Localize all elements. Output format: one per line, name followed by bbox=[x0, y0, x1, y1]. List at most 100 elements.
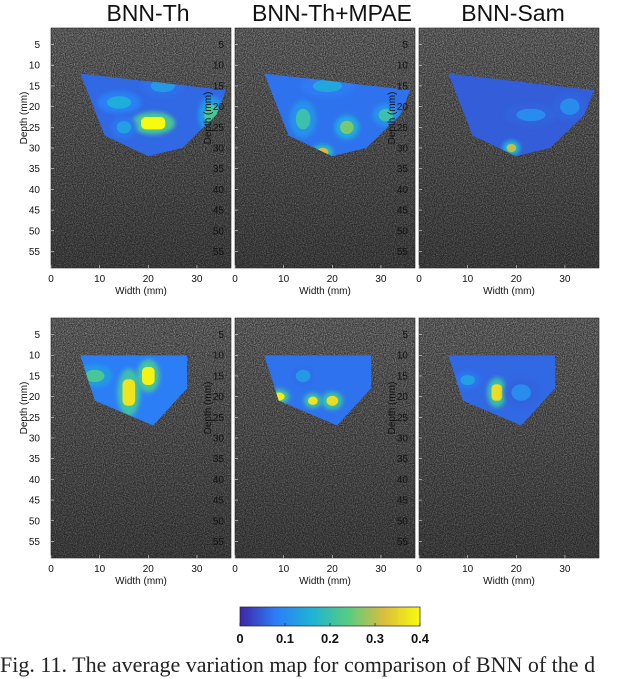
y-tick-label: 35 bbox=[213, 164, 225, 175]
y-tick-label: 55 bbox=[29, 247, 41, 258]
y-tick-label: 35 bbox=[29, 454, 41, 465]
depth-shading bbox=[419, 318, 599, 558]
colorbar: 0 0.1 0.2 0.3 0.4 bbox=[236, 606, 430, 646]
hotspot bbox=[122, 379, 136, 406]
y-axis-label: Depth (mm) bbox=[387, 92, 398, 145]
x-tick-label: 10 bbox=[94, 274, 106, 285]
roi-heat-region bbox=[448, 73, 595, 157]
x-tick-label: 10 bbox=[462, 564, 474, 575]
y-tick-label: 15 bbox=[213, 81, 225, 92]
colorbar-tick-label: 0.2 bbox=[321, 631, 339, 646]
y-tick-label: 5 bbox=[218, 330, 224, 341]
y-tick-label: 55 bbox=[29, 537, 41, 548]
y-tick-label: 30 bbox=[213, 434, 225, 445]
y-tick-label: 40 bbox=[29, 475, 41, 486]
y-tick-label: 50 bbox=[397, 226, 409, 237]
y-tick-label: 35 bbox=[397, 454, 409, 465]
x-tick-label: 30 bbox=[559, 274, 571, 285]
hotspot bbox=[295, 369, 311, 383]
y-tick-label: 5 bbox=[402, 40, 408, 51]
y-tick-label: 40 bbox=[397, 185, 409, 196]
x-tick-label: 0 bbox=[48, 564, 54, 575]
y-tick-label: 25 bbox=[213, 413, 225, 424]
hotspot bbox=[85, 369, 105, 383]
hotspot bbox=[340, 120, 354, 134]
y-tick-label: 55 bbox=[213, 247, 225, 258]
y-tick-label: 10 bbox=[29, 61, 41, 72]
hotspot bbox=[106, 96, 132, 109]
x-axis-label: Width (mm) bbox=[483, 286, 535, 297]
x-tick-label: 30 bbox=[375, 274, 387, 285]
x-axis-label: Width (mm) bbox=[299, 286, 351, 297]
y-tick-label: 20 bbox=[29, 392, 41, 403]
hotspot bbox=[141, 366, 155, 386]
y-tick-label: 55 bbox=[397, 537, 409, 548]
y-tick-label: 15 bbox=[29, 371, 41, 382]
y-tick-label: 30 bbox=[397, 434, 409, 445]
y-tick-label: 50 bbox=[29, 226, 41, 237]
x-tick-label: 0 bbox=[232, 274, 238, 285]
y-tick-label: 45 bbox=[397, 206, 409, 217]
y-tick-label: 15 bbox=[29, 81, 41, 92]
x-tick-label: 20 bbox=[327, 274, 339, 285]
y-tick-label: 25 bbox=[213, 123, 225, 134]
y-tick-label: 10 bbox=[213, 351, 225, 362]
y-tick-label: 30 bbox=[213, 144, 225, 155]
y-axis-label: Depth (mm) bbox=[19, 382, 30, 435]
heatmap-panel-3: 5 10 15 20 25 30 35 40 45 50 55 0 10 20 30 Width (mm) De… bbox=[387, 27, 600, 297]
colorbar-tick-label: 0 bbox=[236, 631, 243, 646]
y-tick-label: 20 bbox=[213, 102, 225, 113]
heatmap-panel-2: 5 10 15 20 25 30 35 40 45 50 55 0 10 20 30 Width (mm) De… bbox=[203, 27, 416, 297]
y-tick-label: 40 bbox=[29, 185, 41, 196]
figure-caption: Fig. 11. The average variation map for c… bbox=[0, 652, 596, 677]
y-tick-label: 40 bbox=[397, 475, 409, 486]
colorbar-tick-label: 0.4 bbox=[411, 631, 430, 646]
y-tick-label: 20 bbox=[397, 392, 409, 403]
y-tick-label: 25 bbox=[29, 413, 41, 424]
y-tick-label: 20 bbox=[213, 392, 225, 403]
hotspot bbox=[378, 108, 394, 122]
y-tick-label: 5 bbox=[34, 330, 40, 341]
y-tick-label: 10 bbox=[213, 61, 225, 72]
y-tick-label: 50 bbox=[29, 516, 41, 527]
x-tick-label: 10 bbox=[278, 564, 290, 575]
x-tick-label: 0 bbox=[232, 564, 238, 575]
x-tick-label: 20 bbox=[511, 564, 523, 575]
x-tick-label: 30 bbox=[559, 564, 571, 575]
y-tick-label: 10 bbox=[397, 61, 409, 72]
y-tick-label: 35 bbox=[397, 164, 409, 175]
y-tick-label: 25 bbox=[29, 123, 41, 134]
y-tick-label: 20 bbox=[29, 102, 41, 113]
y-tick-label: 45 bbox=[213, 496, 225, 507]
y-tick-label: 15 bbox=[213, 371, 225, 382]
y-tick-label: 45 bbox=[29, 206, 41, 217]
depth-shading bbox=[51, 318, 231, 558]
hotspot bbox=[295, 108, 311, 130]
y-tick-label: 10 bbox=[397, 351, 409, 362]
x-tick-label: 30 bbox=[191, 564, 203, 575]
x-tick-label: 20 bbox=[327, 564, 339, 575]
y-tick-label: 30 bbox=[397, 144, 409, 155]
panel-title-bnn-th-mpae: BNN-Th+MPAE bbox=[252, 0, 412, 26]
y-tick-label: 55 bbox=[213, 537, 225, 548]
hotspot bbox=[511, 384, 531, 401]
y-axis-label: Depth (mm) bbox=[19, 92, 30, 145]
hotspot bbox=[560, 98, 580, 115]
colorbar-tick-label: 0.1 bbox=[276, 631, 294, 646]
x-tick-label: 20 bbox=[143, 564, 155, 575]
y-tick-label: 35 bbox=[213, 454, 225, 465]
x-tick-label: 0 bbox=[48, 274, 54, 285]
y-tick-label: 5 bbox=[402, 330, 408, 341]
y-tick-label: 50 bbox=[397, 516, 409, 527]
y-tick-label: 30 bbox=[29, 144, 41, 155]
x-axis-label: Width (mm) bbox=[299, 576, 351, 587]
y-tick-label: 50 bbox=[213, 226, 225, 237]
x-tick-label: 0 bbox=[416, 274, 422, 285]
x-tick-label: 0 bbox=[416, 564, 422, 575]
roi-heat-region bbox=[448, 355, 556, 426]
hotspot bbox=[491, 384, 503, 401]
y-tick-label: 20 bbox=[397, 102, 409, 113]
hotspot bbox=[312, 79, 343, 93]
